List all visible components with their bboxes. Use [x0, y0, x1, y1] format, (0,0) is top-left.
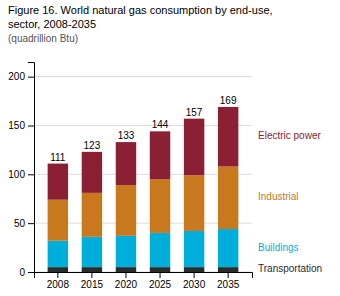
y-axis: 0 50 100 150 200: [8, 63, 34, 278]
y-tick-label: 0: [19, 267, 25, 278]
x-axis: 2008 2015 2020 2025 2030 2035: [35, 272, 253, 290]
bar: [116, 236, 136, 267]
legend-label: Buildings: [258, 242, 299, 253]
bar: [184, 119, 204, 176]
bar: [184, 267, 204, 272]
x-tick-mark: [160, 272, 161, 278]
y-tick-mark: [28, 174, 34, 175]
chart: Figure 16. World natural gas consumption…: [0, 0, 340, 296]
bar: [82, 193, 102, 237]
x-tick: 2020: [115, 272, 138, 290]
total-label: 157: [186, 107, 203, 118]
y-tick-mark: [28, 125, 34, 126]
bar: [48, 164, 68, 200]
y-tick-label: 150: [8, 120, 25, 131]
y-tick: 100: [8, 169, 34, 180]
bar: [150, 179, 170, 233]
y-axis-line: [28, 63, 35, 273]
title: Figure 16. World natural gas consumption…: [8, 4, 273, 16]
y-tick-mark: [28, 272, 34, 273]
bar: [218, 267, 238, 272]
bar: [48, 200, 68, 241]
x-tick-mark: [57, 272, 58, 278]
y-tick-label: 100: [8, 169, 25, 180]
legend: Transportation Buildings Industrial Electri…: [258, 130, 322, 274]
total-label: 123: [84, 140, 101, 151]
total-label: 111: [50, 152, 66, 163]
legend-label: Transportation: [258, 263, 322, 274]
bar: [184, 231, 204, 267]
y-tick-label: 200: [8, 71, 25, 82]
y-tick-mark: [28, 77, 34, 78]
bar: [116, 185, 136, 236]
series: [48, 167, 239, 241]
y-tick-label: 50: [14, 218, 26, 229]
x-tick: 2025: [149, 272, 172, 290]
bar: [150, 131, 170, 179]
x-tick: 2015: [81, 272, 104, 290]
y-tick: 200: [8, 71, 34, 82]
bar: [82, 152, 102, 193]
x-tick-mark: [125, 272, 126, 278]
title: sector, 2008-2035: [8, 18, 96, 30]
total-label: 144: [152, 119, 169, 130]
x-axis-line: [35, 273, 253, 279]
y-tick-mark: [28, 223, 34, 224]
x-tick-label: 2015: [81, 279, 104, 290]
plot: 0501001502002008201520202025203020351111…: [8, 63, 322, 291]
x-tick-label: 2035: [217, 279, 240, 290]
x-tick-label: 2020: [115, 279, 138, 290]
bars: [48, 107, 239, 272]
bar: [150, 267, 170, 272]
x-tick-label: 2008: [47, 279, 70, 290]
bar: [48, 267, 68, 272]
bar: [116, 267, 136, 272]
x-tick-label: 2025: [149, 279, 172, 290]
total-label: 169: [220, 95, 237, 106]
legend-label: Electric power: [258, 130, 321, 141]
bar: [82, 237, 102, 267]
bar: [184, 175, 204, 231]
bar: [48, 241, 68, 267]
y-tick: 0: [19, 267, 34, 278]
bar: [218, 229, 238, 267]
y-tick: 150: [8, 120, 34, 131]
total-label: 133: [118, 130, 135, 141]
totals: 111 123 133 144 157 169: [50, 95, 237, 163]
x-tick-mark: [194, 272, 195, 278]
legend-label: Industrial: [258, 191, 299, 202]
x-tick-mark: [228, 272, 229, 278]
grid-line: [34, 76, 252, 77]
bar: [218, 107, 238, 167]
subtitle: (quadrillion Btu): [8, 33, 78, 44]
x-tick: 2035: [217, 272, 240, 290]
x-tick-label: 2030: [183, 279, 206, 290]
bar: [218, 167, 238, 230]
bar: [150, 233, 170, 267]
series: [48, 229, 239, 267]
series: [48, 267, 239, 272]
bar: [82, 267, 102, 272]
bar: [116, 142, 136, 185]
y-tick: 50: [14, 218, 34, 229]
x-tick: 2008: [47, 272, 70, 290]
series: [48, 107, 239, 200]
x-tick-mark: [91, 272, 92, 278]
grid: [34, 77, 252, 272]
x-tick: 2030: [183, 272, 206, 290]
